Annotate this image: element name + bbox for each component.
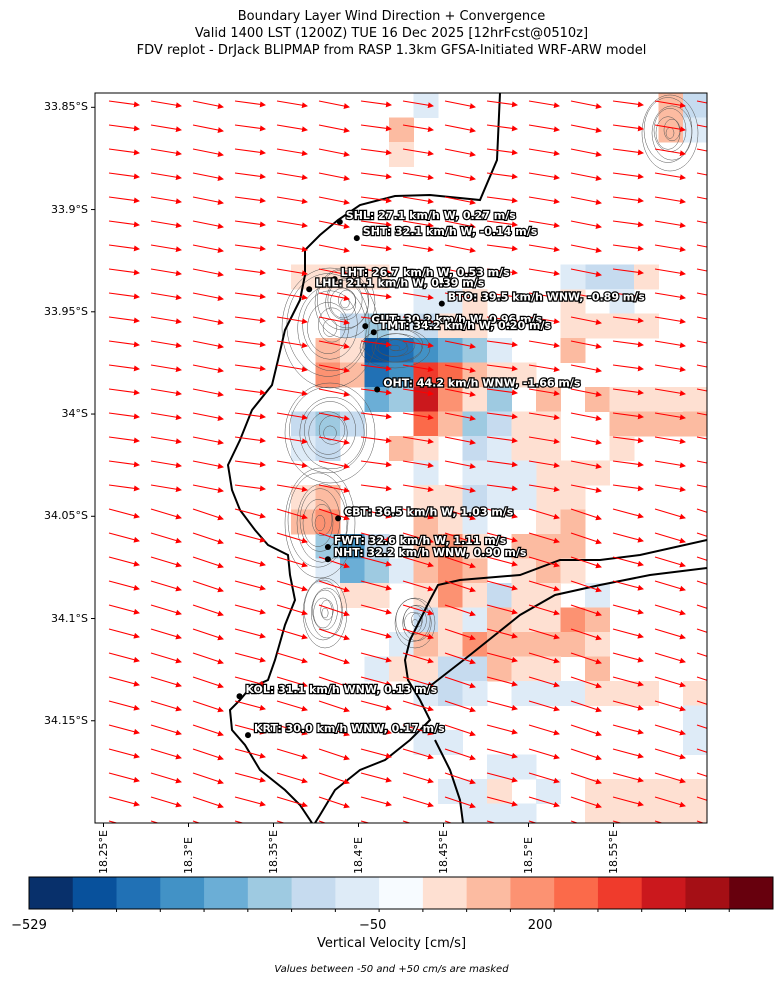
colorbar-frame (28, 876, 774, 910)
convergence-cells (291, 93, 707, 823)
title-line-2: Valid 1400 LST (1200Z) TUE 16 Dec 2025 [… (194, 26, 589, 41)
plot-frame (94, 92, 708, 824)
colorbar-swatch (641, 877, 686, 909)
boundary-line-south (434, 739, 464, 823)
colorbar-swatch (685, 877, 730, 909)
station-label: KRT: 30.0 km/h WNW, 0.17 m/s (254, 722, 445, 735)
station-label: KOL: 31.1 km/h WNW, 0.13 m/s (246, 683, 438, 696)
colorbar-swatch (466, 877, 511, 909)
coastline (226, 93, 501, 823)
station-label: CBT: 36.5 km/h W, 1.03 m/s (344, 505, 514, 518)
map-title: Boundary Layer Wind Direction + Converge… (0, 8, 783, 59)
latitude-tick-label: 34.1°S (51, 611, 88, 625)
station-dot (336, 218, 343, 225)
colorbar-label: Vertical Velocity [cm/s] (316, 936, 467, 951)
station-marker: TMT: 34.2 km/h W, 0.20 m/s (370, 318, 553, 336)
colorbar-swatch (510, 877, 555, 909)
station-marker: CBT: 36.5 km/h W, 1.03 m/s (335, 504, 515, 522)
colorbar-swatch (116, 877, 161, 909)
station-label: SHL: 27.1 km/h W, 0.27 m/s (346, 209, 516, 222)
colorbar-swatch (422, 877, 468, 909)
latitude-tick-label: 33.95°S (44, 304, 88, 318)
station-label: NHT: 32.2 km/h WNW, 0.90 m/s (334, 546, 527, 559)
colorbar-swatch (204, 877, 249, 909)
colorbar-tick-label: −529 (11, 918, 47, 933)
station-dot (245, 732, 251, 739)
station-marker: GUT: 30.2 km/h W, 0.96 m/s (362, 312, 544, 330)
station-label: FWT: 32.6 km/h W, 1.11 m/s (334, 534, 507, 547)
colorbar-swatch (72, 877, 118, 909)
station-dot (306, 286, 313, 293)
terrain-contours (281, 94, 699, 649)
station-label: SHT: 32.1 km/h W, -0.14 m/s (363, 225, 538, 238)
longitude-tick-label: 18.5°E (521, 837, 535, 874)
station-dot (331, 276, 338, 283)
title-line-1: Boundary Layer Wind Direction + Converge… (237, 9, 546, 24)
colorbar-swatch (160, 877, 205, 909)
station-dot (374, 386, 381, 393)
station-marker: FWT: 32.6 km/h W, 1.11 m/s (324, 533, 508, 550)
station-label: TMT: 34.2 km/h W, 0.20 m/s (380, 319, 552, 332)
station-marker: LHL: 21.1 km/h W, 0.39 m/s (306, 275, 486, 293)
station-marker: KOL: 31.1 km/h WNW, 0.13 m/s (236, 682, 439, 700)
colorbar-tick-label: 200 (527, 918, 553, 933)
latitude-tick-label: 33.9°S (51, 202, 88, 216)
latitude-tick-label: 34.05°S (44, 509, 88, 523)
latitude-tick-label: 33.85°S (44, 100, 88, 114)
station-marker: NHT: 32.2 km/h WNW, 0.90 m/s (324, 545, 528, 563)
mask-note: Values between -50 and +50 cm/s are mask… (274, 964, 509, 975)
longitude-tick-label: 18.35°E (266, 830, 280, 874)
longitude-tick-label: 18.4°E (351, 837, 365, 874)
colorbar-swatch (335, 877, 380, 909)
station-markers: SHL: 27.1 km/h W, 0.27 m/s SHT: 32.1 km/h… (236, 208, 646, 739)
colorbar-swatch (247, 877, 293, 909)
colorbar-swatch (597, 877, 643, 909)
station-marker: SHT: 32.1 km/h W, -0.14 m/s (353, 224, 539, 242)
station-dot (370, 329, 377, 336)
station-dot (324, 543, 331, 550)
latitude-tick-label: 34.15°S (44, 713, 88, 727)
station-dot (353, 235, 360, 242)
station-marker: BTO: 39.5 km/h WNW, -0.89 m/s (438, 289, 646, 307)
title-line-3: FDV replot - DrJack BLIPMAP from RASP 1.… (136, 43, 647, 58)
colorbar-swatch (291, 877, 336, 909)
station-dot (236, 693, 243, 700)
station-dot (324, 556, 331, 563)
station-marker: SHL: 27.1 km/h W, 0.27 m/s (336, 208, 517, 225)
colorbar (28, 876, 774, 912)
colorbar-swatch (29, 877, 74, 909)
station-dot (335, 515, 342, 522)
station-dot (438, 300, 445, 307)
shoreline-east (314, 539, 707, 823)
boundary-line (424, 567, 707, 691)
station-marker: LHT: 26.7 km/h W, 0.53 m/s (331, 265, 511, 283)
colorbar-swatch (729, 877, 774, 909)
station-label: BTO: 39.5 km/h WNW, -0.89 m/s (448, 291, 645, 304)
latitude-tick-label: 34°S (61, 407, 88, 421)
colorbar-tick-label: −50 (359, 918, 387, 933)
longitude-tick-label: 18.25°E (96, 830, 110, 874)
colorbar-swatch (554, 877, 599, 909)
station-dot (362, 323, 369, 330)
station-marker: KRT: 30.0 km/h WNW, 0.17 m/s (245, 721, 446, 739)
station-label: GUT: 30.2 km/h W, 0.96 m/s (371, 313, 542, 326)
station-marker: OHT: 44.2 km/h WNW, -1.66 m/s (374, 375, 582, 393)
station-label: LHL: 21.1 km/h W, 0.39 m/s (315, 276, 485, 289)
longitude-tick-label: 18.55°E (606, 830, 620, 874)
wind-vectors (108, 100, 707, 823)
longitude-tick-label: 18.3°E (181, 837, 195, 874)
longitude-tick-label: 18.45°E (436, 830, 450, 874)
station-label: LHT: 26.7 km/h W, 0.53 m/s (341, 266, 510, 279)
station-label: OHT: 44.2 km/h WNW, -1.66 m/s (383, 376, 581, 389)
colorbar-swatch (379, 877, 424, 909)
